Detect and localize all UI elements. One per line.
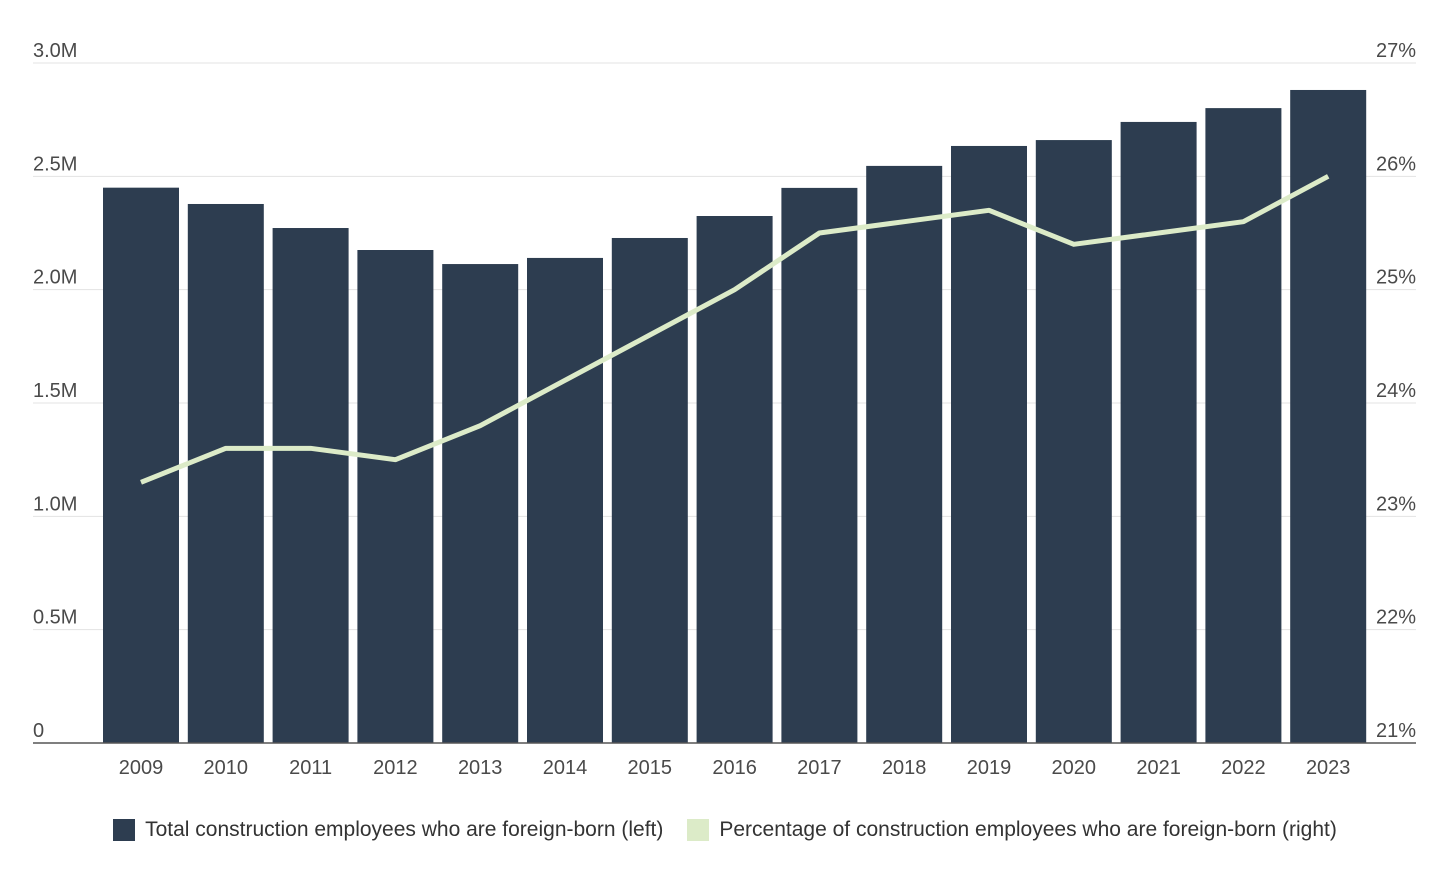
x-axis-tick-label: 2012 <box>373 757 418 779</box>
x-axis-tick-label: 2015 <box>628 757 673 779</box>
bar-2015 <box>611 237 688 743</box>
left-axis-tick-label: 2.5M <box>33 153 77 175</box>
bar-2020 <box>1035 140 1112 744</box>
bar-2018 <box>866 165 943 743</box>
left-axis-tick-label: 2.0M <box>33 267 77 289</box>
bar-2012 <box>357 250 434 743</box>
legend-swatch-bar <box>113 819 136 841</box>
right-axis-tick-label: 21% <box>1376 720 1416 742</box>
right-axis-tick-label: 23% <box>1376 493 1416 515</box>
x-axis-tick-label: 2016 <box>712 757 757 779</box>
x-axis-tick-label: 2011 <box>289 757 332 779</box>
x-axis-tick-label: 2010 <box>204 757 249 779</box>
x-axis-tick-label: 2014 <box>543 757 588 779</box>
bar-2021 <box>1120 121 1197 743</box>
x-axis-tick-label: 2017 <box>797 757 842 779</box>
legend-swatch-line <box>687 819 710 841</box>
left-axis-tick-label: 1.0M <box>33 493 77 515</box>
right-axis-tick-label: 22% <box>1376 607 1416 629</box>
legend-item-percentage[interactable]: Percentage of construction employees who… <box>687 818 1337 842</box>
x-axis-tick-label: 2020 <box>1052 757 1097 779</box>
x-axis-tick-label: 2023 <box>1306 757 1351 779</box>
right-axis-tick-label: 25% <box>1376 267 1416 289</box>
x-axis-tick-label: 2013 <box>458 757 503 779</box>
bar-2009 <box>103 187 179 743</box>
bar-2010 <box>187 203 264 743</box>
x-axis-tick-label: 2009 <box>119 757 164 779</box>
x-axis-tick-label: 2019 <box>967 757 1012 779</box>
bar-2016 <box>696 216 773 743</box>
bar-2014 <box>527 257 603 743</box>
bar-2011 <box>272 228 349 744</box>
legend-item-total[interactable]: Total construction employees who are for… <box>113 818 663 842</box>
x-axis-tick-label: 2021 <box>1136 757 1181 779</box>
left-axis-tick-label: 1.5M <box>33 380 77 402</box>
x-axis-tick-label: 2018 <box>882 757 927 779</box>
left-axis-tick-label: 0 <box>33 720 44 742</box>
legend-label: Total construction employees who are for… <box>145 818 664 841</box>
bar-2022 <box>1205 108 1282 743</box>
x-axis-tick-label: 2022 <box>1221 757 1266 779</box>
left-axis-tick-label: 0.5M <box>33 607 77 629</box>
right-axis-tick-label: 26% <box>1376 153 1416 175</box>
bar-2019 <box>951 145 1027 743</box>
right-axis-tick-label: 27% <box>1376 40 1416 62</box>
combo-chart: 0 0.5M 1.0M 1.5M 2.0M 2.5M 3.0M 21% 22% 23% 24% 25%… <box>33 40 1416 779</box>
left-axis-tick-label: 3.0M <box>33 40 77 62</box>
bar-2017 <box>781 187 858 744</box>
legend: Total construction employees who are for… <box>0 818 1450 842</box>
legend-label: Percentage of construction employees who… <box>719 818 1337 841</box>
right-axis-tick-label: 24% <box>1376 380 1416 402</box>
bar-2013 <box>442 264 519 743</box>
bar-2023 <box>1290 89 1367 744</box>
